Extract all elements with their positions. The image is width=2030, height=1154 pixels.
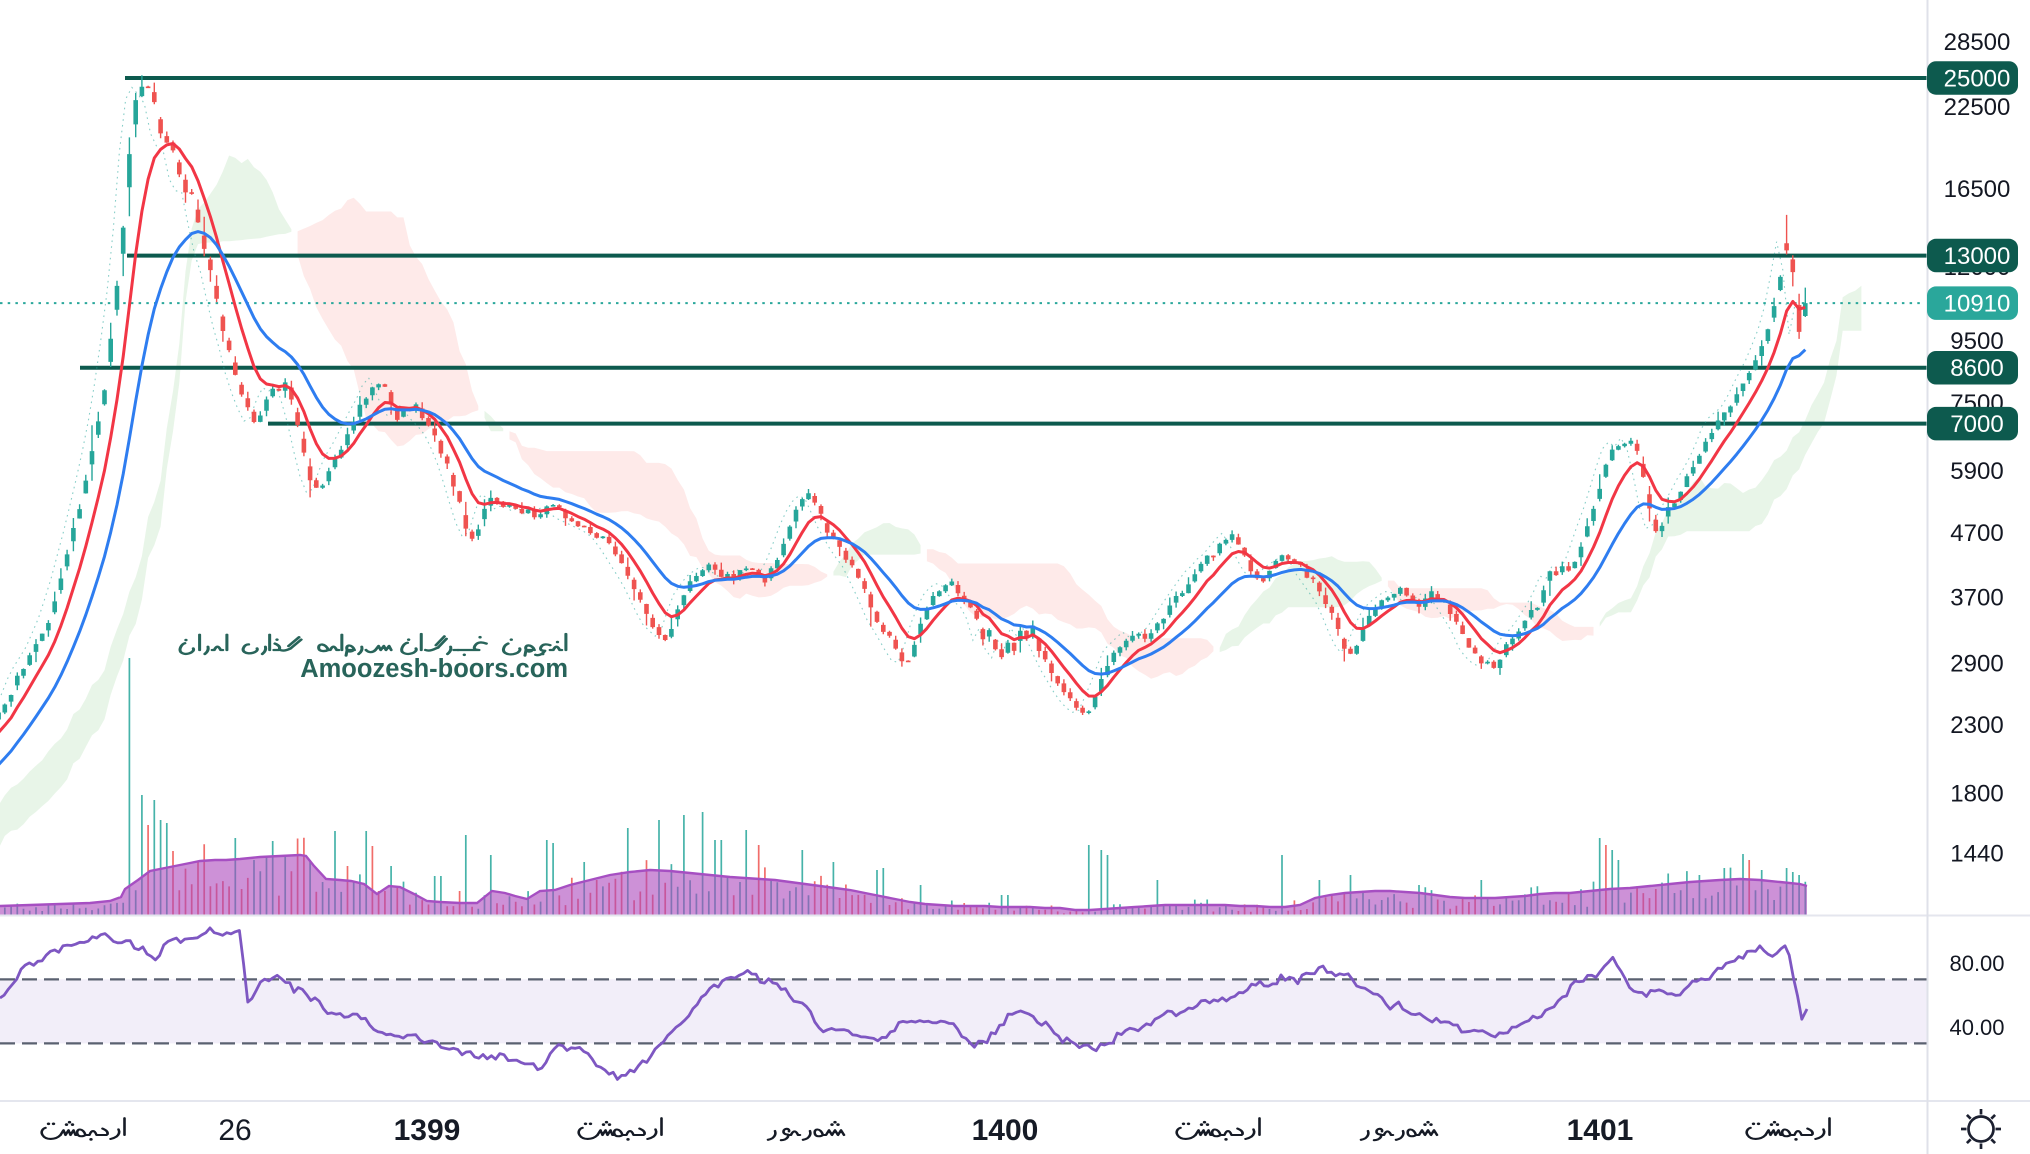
svg-text:1800: 1800 (1950, 781, 2003, 808)
svg-text:80.00: 80.00 (1949, 951, 2004, 976)
svg-text:7000: 7000 (1950, 411, 2003, 438)
svg-text:40.00: 40.00 (1949, 1015, 2004, 1040)
svg-text:2900: 2900 (1950, 651, 2003, 678)
svg-text:9500: 9500 (1950, 328, 2003, 355)
svg-text:1440: 1440 (1950, 841, 2003, 868)
svg-text:2300: 2300 (1950, 712, 2003, 739)
svg-text:8600: 8600 (1950, 355, 2003, 382)
svg-text:1399: 1399 (394, 1114, 461, 1147)
svg-text:Amoozesh-boors.com: Amoozesh-boors.com (300, 655, 568, 683)
svg-text:10910: 10910 (1944, 291, 2011, 318)
svg-text:13000: 13000 (1944, 243, 2011, 270)
svg-text:4700: 4700 (1950, 520, 2003, 547)
svg-text:26: 26 (218, 1114, 251, 1147)
svg-text:22500: 22500 (1944, 94, 2011, 121)
svg-text:3700: 3700 (1950, 585, 2003, 612)
svg-text:5900: 5900 (1950, 458, 2003, 485)
svg-text:25000: 25000 (1944, 66, 2011, 93)
svg-text:16500: 16500 (1944, 176, 2011, 203)
svg-text:1400: 1400 (972, 1114, 1039, 1147)
svg-text:1401: 1401 (1567, 1114, 1634, 1147)
svg-text:28500: 28500 (1944, 29, 2011, 56)
